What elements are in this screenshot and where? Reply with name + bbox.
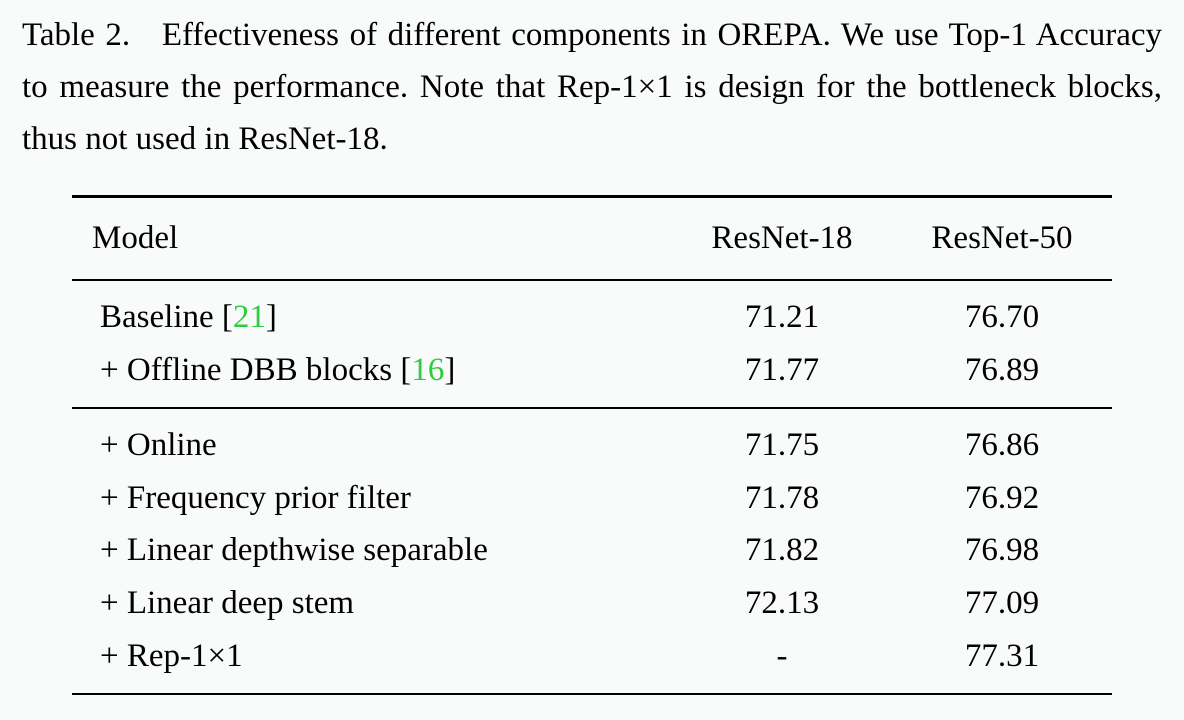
cell-model: + Frequency prior filter [72, 472, 672, 525]
model-text: + Offline DBB blocks [ [100, 352, 411, 388]
cell-resnet50: 76.92 [892, 472, 1112, 525]
cell-model: Baseline [21] [72, 280, 672, 344]
caption-spacer [141, 17, 162, 53]
col-header-resnet18: ResNet-18 [672, 197, 892, 280]
cell-resnet18: 71.78 [672, 472, 892, 525]
cell-model: + Online [72, 408, 672, 472]
cell-resnet50: 77.31 [892, 630, 1112, 694]
model-text: + Linear deep stem [100, 585, 354, 621]
citation-ref: 21 [233, 299, 266, 335]
table-header-row: Model ResNet-18 ResNet-50 [72, 197, 1112, 280]
table-row: + Linear depthwise separable 71.8276.98 [72, 524, 1112, 577]
cell-resnet50: 76.98 [892, 524, 1112, 577]
caption-label: Table 2. [22, 17, 130, 53]
table-body: Baseline [21]71.2176.70+ Offline DBB blo… [72, 280, 1112, 694]
col-header-model: Model [72, 197, 672, 280]
cell-model: + Linear depthwise separable [72, 524, 672, 577]
cell-resnet18: 71.77 [672, 344, 892, 408]
table-row: Baseline [21]71.2176.70 [72, 280, 1112, 344]
cell-model: + Offline DBB blocks [16] [72, 344, 672, 408]
table-row: + Linear deep stem 72.1377.09 [72, 577, 1112, 630]
results-table: Model ResNet-18 ResNet-50 Baseline [21]7… [72, 195, 1112, 694]
citation-ref: 16 [411, 352, 444, 388]
cell-model: + Linear deep stem [72, 577, 672, 630]
model-text: + Online [100, 427, 217, 463]
model-text: + Linear depthwise separable [100, 532, 488, 568]
model-text-post: ] [266, 299, 277, 335]
model-text: + Rep-1×1 [100, 638, 243, 674]
table-row: + Offline DBB blocks [16]71.7776.89 [72, 344, 1112, 408]
cell-resnet18: 72.13 [672, 577, 892, 630]
table-row: + Rep-1×1 -77.31 [72, 630, 1112, 694]
cell-resnet18: 71.21 [672, 280, 892, 344]
model-text-post: ] [444, 352, 455, 388]
cell-resnet50: 76.70 [892, 280, 1112, 344]
model-text: + Frequency prior filter [100, 480, 411, 516]
cell-resnet18: 71.75 [672, 408, 892, 472]
cell-resnet50: 76.89 [892, 344, 1112, 408]
cell-resnet50: 76.86 [892, 408, 1112, 472]
cell-resnet18: 71.82 [672, 524, 892, 577]
cell-resnet50: 77.09 [892, 577, 1112, 630]
caption-text: Effectiveness of different components in… [22, 17, 1162, 157]
cell-model: + Rep-1×1 [72, 630, 672, 694]
table-row: + Frequency prior filter 71.7876.92 [72, 472, 1112, 525]
col-header-resnet50: ResNet-50 [892, 197, 1112, 280]
cell-resnet18: - [672, 630, 892, 694]
table-row: + Online 71.7576.86 [72, 408, 1112, 472]
table-caption: Table 2. Effectiveness of different comp… [22, 10, 1162, 165]
model-text: Baseline [ [100, 299, 233, 335]
